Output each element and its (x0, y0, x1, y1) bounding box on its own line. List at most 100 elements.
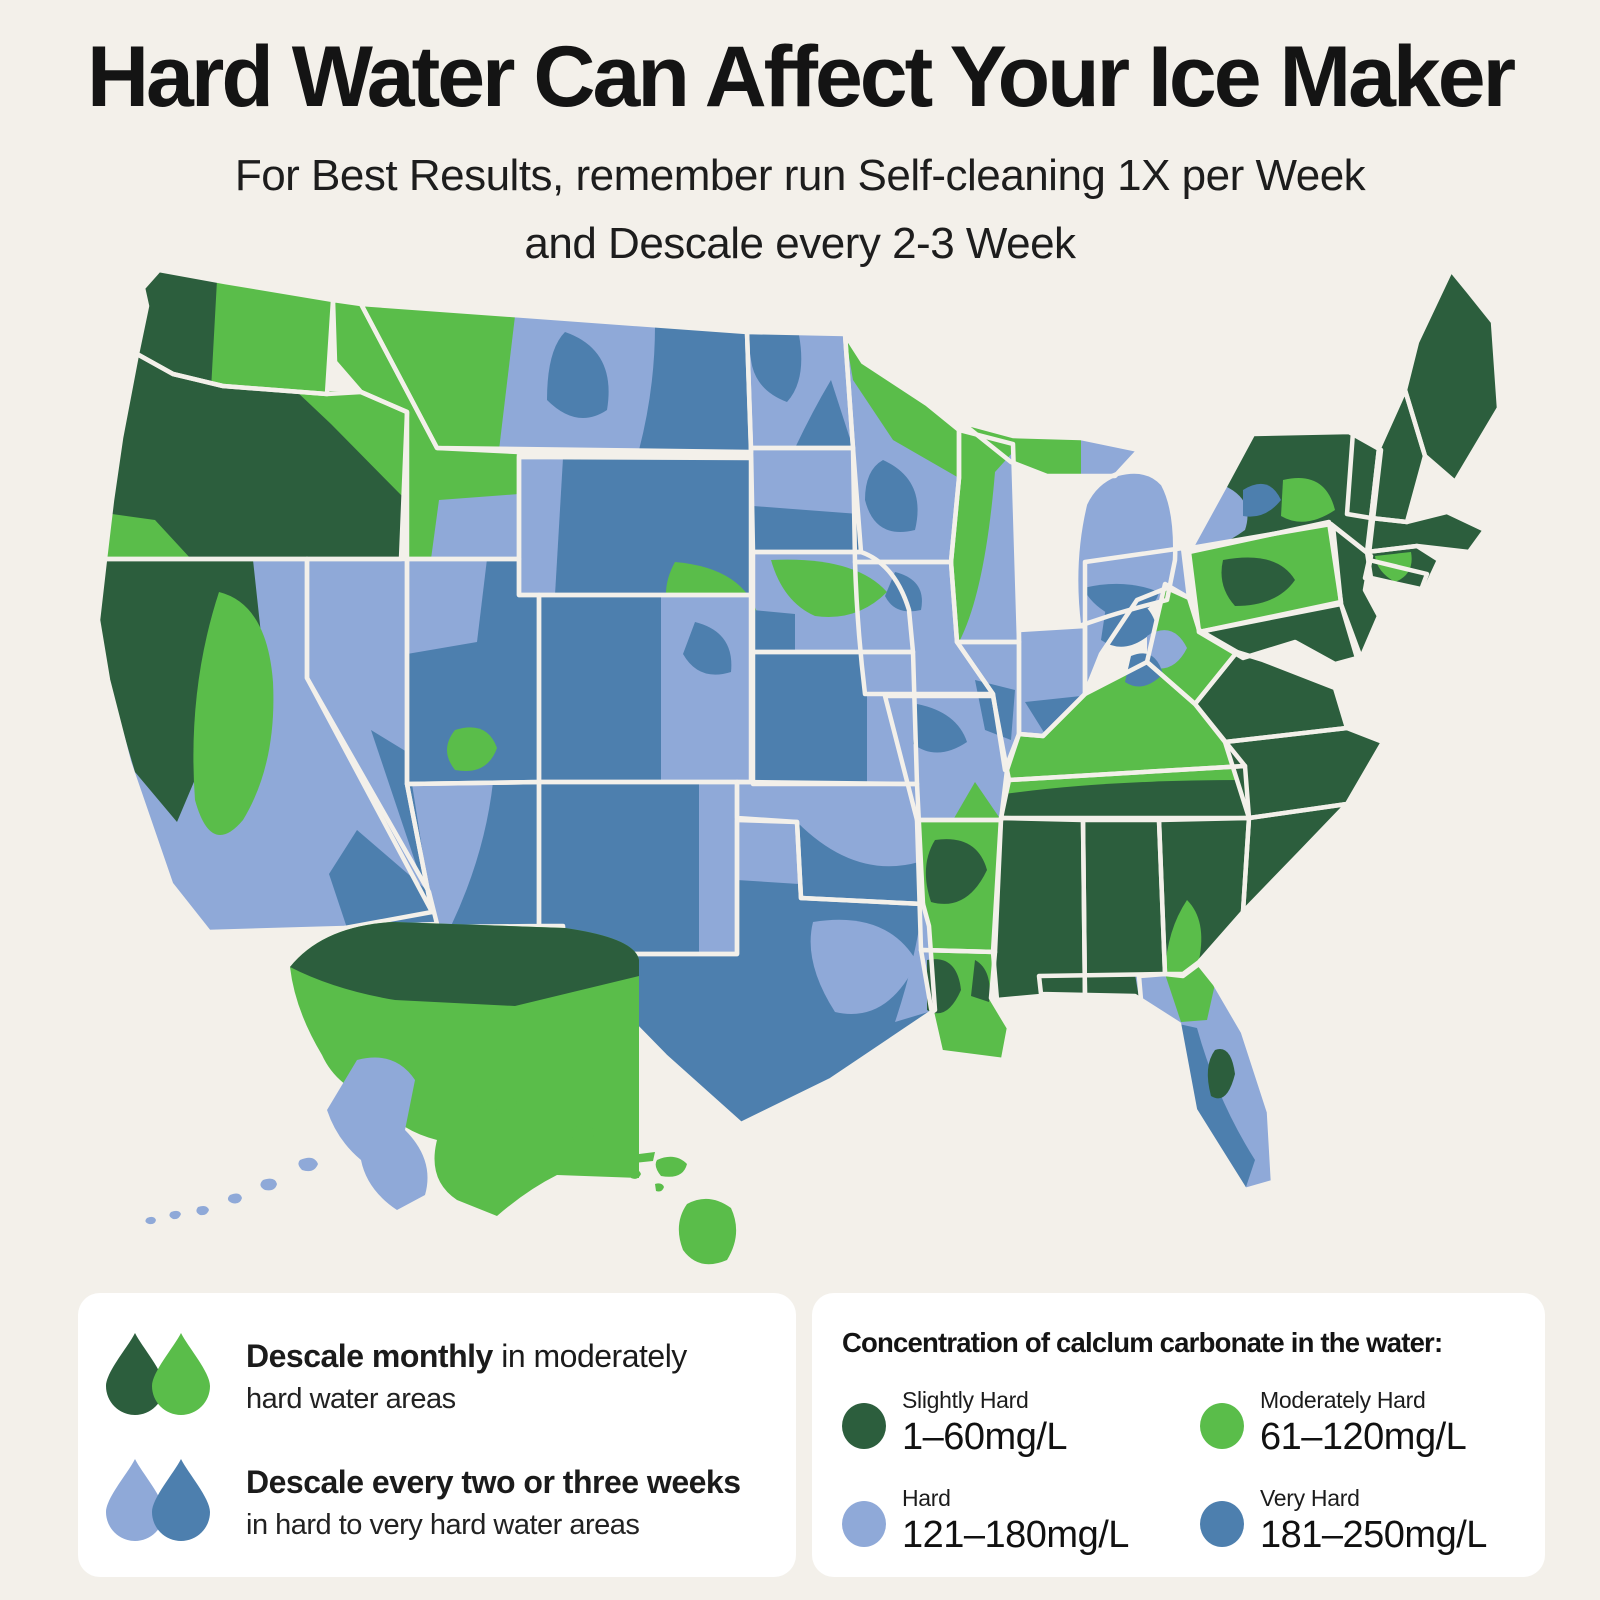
zone-NE-southwest (753, 610, 795, 652)
green-water-drops-icon (106, 1333, 210, 1415)
zone-MT-west (361, 304, 515, 450)
zone-FL-panhandle (1039, 974, 1139, 998)
page-title: Hard Water Can Affect Your Ice Maker (86, 29, 1516, 125)
moderately-hard-value: 61–120mg/L (1260, 1416, 1467, 1458)
subtitle-line-1: For Best Results, remember run Self-clea… (234, 151, 1366, 200)
state-IL (957, 642, 1019, 770)
zone-OR-southwest (105, 514, 191, 559)
zone-TX-panhandle (737, 820, 799, 884)
descale-legend-card: Descale monthly in moderately hard water… (78, 1293, 796, 1577)
slightly-hard-value: 1–60mg/L (902, 1416, 1068, 1458)
slightly-hard-swatch (842, 1403, 886, 1449)
zone-CO-east-patch (683, 622, 732, 675)
zone-PA-center (1221, 557, 1295, 606)
zone-NY-west2 (1243, 483, 1281, 517)
state-ME (1405, 270, 1499, 482)
zone-TX-east (895, 904, 935, 1022)
zone-WV-patch2 (1125, 653, 1163, 687)
descale-monthly-row: Descale monthly in moderately hard water… (78, 1329, 796, 1425)
state-MD (1199, 604, 1357, 664)
zone-MT-east (639, 326, 751, 452)
zone-AZ-east (451, 782, 539, 926)
hard-label: Hard (902, 1485, 951, 1511)
zone-CA-valley (193, 592, 274, 836)
descale-biweekly-bold: Descale every two or three weeks (246, 1463, 741, 1500)
state-VT (1347, 432, 1379, 518)
very-hard-value: 181–250mg/L (1260, 1514, 1487, 1556)
state-NV (307, 559, 432, 912)
zone-MN-center (865, 460, 918, 532)
hard-value: 121–180mg/L (902, 1514, 1129, 1556)
zone-TN-south (1001, 780, 1249, 818)
descale-monthly-bold: Descale monthly (246, 1337, 493, 1374)
state-borders (95, 267, 1502, 1193)
zone-WI-southeast (959, 452, 1019, 642)
alaska-hawaii-insets (145, 922, 737, 1265)
zone-WY-west (519, 457, 563, 595)
zone-GA-southeast (1165, 900, 1202, 972)
zone-FL-oval (1207, 1049, 1235, 1099)
us-map-svg (95, 267, 1502, 1265)
zone-CA-southeast (329, 830, 437, 928)
state-NC (1225, 728, 1383, 818)
zone-AK-aleutians (145, 1157, 318, 1225)
very-hard-label: Very Hard (1260, 1485, 1360, 1511)
zone-AK-north (290, 922, 639, 1006)
descale-biweekly-line2: in hard to very hard water areas (246, 1508, 640, 1541)
us-water-hardness-map (95, 262, 1505, 1292)
very-hard-swatch (1200, 1501, 1244, 1547)
state-KY (1007, 662, 1245, 780)
concentration-grid: Slightly Hard 1–60mg/L Moderately Hard 6… (842, 1387, 1515, 1557)
slightly-hard-label: Slightly Hard (902, 1387, 1029, 1413)
state-HI (477, 1096, 737, 1265)
state-MS (993, 818, 1085, 1000)
descale-monthly-normal: in moderately (492, 1337, 687, 1374)
descale-biweekly-text: Descale every two or three weeks in hard… (246, 1462, 741, 1544)
zone-OK-south (797, 822, 923, 904)
zone-CO-east (661, 595, 751, 782)
legend-item-slightly-hard: Slightly Hard 1–60mg/L (842, 1387, 1200, 1459)
zone-AK-southwest (327, 1057, 428, 1210)
zone-MO-southeast (953, 782, 1001, 820)
zone-AR-ouachita (925, 839, 987, 904)
moderately-hard-swatch (1200, 1403, 1244, 1449)
state-AL (1083, 820, 1165, 1000)
legend-item-hard: Hard 121–180mg/L (842, 1485, 1200, 1557)
subtitle-line-2: and Descale every 2-3 Week (524, 219, 1076, 269)
state-WV (1147, 584, 1237, 704)
zone-LA-east (971, 960, 990, 1002)
zone-ID-southeast (431, 494, 519, 559)
zone-NY-center (1281, 478, 1335, 522)
zone-FL-west-strip (1179, 1024, 1255, 1190)
zone-MO-north (913, 704, 967, 753)
zone-OR-northeast (295, 390, 407, 497)
moderately-hard-label: Moderately Hard (1260, 1387, 1426, 1413)
zone-SD-south (753, 506, 861, 552)
legend-item-moderately-hard: Moderately Hard 61–120mg/L (1200, 1387, 1515, 1459)
zone-NM-east (699, 782, 737, 954)
zone-UT-south (447, 727, 497, 772)
state-shapes (98, 270, 1499, 1190)
zone-MT-center (547, 332, 609, 418)
zone-WA-west (137, 270, 217, 390)
concentration-legend-card: Concentration of calclum carbonate in th… (812, 1293, 1545, 1577)
zone-IN-south (1025, 696, 1081, 734)
state-NH (1371, 390, 1425, 522)
state-NM (539, 782, 737, 954)
blue-water-drops-icon (106, 1459, 210, 1541)
zone-FL-northeast (1165, 964, 1215, 1022)
descale-monthly-line2: hard water areas (246, 1382, 456, 1415)
hard-swatch (842, 1501, 886, 1547)
descale-monthly-text: Descale monthly in moderately hard water… (246, 1336, 687, 1418)
header: Hard Water Can Affect Your Ice Maker For… (0, 0, 1600, 278)
state-VA (1195, 652, 1347, 742)
concentration-heading: Concentration of calclum carbonate in th… (842, 1327, 1443, 1358)
page-subtitle: For Best Results, remember run Self-clea… (0, 120, 1600, 278)
zone-ND-west (747, 332, 802, 402)
zone-NY-west (1191, 486, 1248, 549)
zone-UT-northwest (407, 559, 487, 654)
descale-biweekly-row: Descale every two or three weeks in hard… (78, 1455, 796, 1551)
zone-WV-patch (1147, 630, 1187, 669)
legend-item-very-hard: Very Hard 181–250mg/L (1200, 1485, 1515, 1557)
